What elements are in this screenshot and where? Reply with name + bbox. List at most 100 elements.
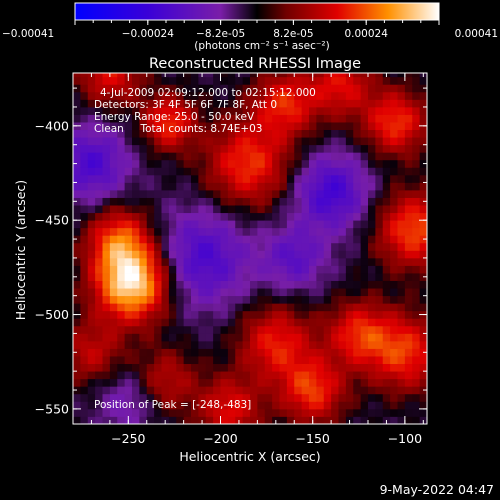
heatmap-cell (124, 303, 133, 312)
heatmap-cell (213, 310, 221, 319)
heatmap-cell (286, 167, 295, 176)
heatmap-cell (132, 408, 140, 417)
heatmap-cell (146, 250, 155, 259)
heatmap-cell (331, 182, 339, 191)
heatmap-cell (316, 212, 325, 221)
heatmap-cell (87, 129, 96, 138)
heatmap-cell (117, 378, 126, 387)
heatmap-cell (360, 325, 369, 334)
heatmap-cell (397, 99, 406, 108)
heatmap-cell (286, 333, 295, 342)
heatmap-cell (161, 356, 170, 365)
heatmap-cell (404, 318, 413, 327)
heatmap-cell (301, 340, 310, 349)
heatmap-cell (191, 333, 199, 342)
heatmap-cell (360, 393, 369, 402)
heatmap-cell (250, 371, 258, 380)
heatmap-cell (390, 250, 398, 259)
heatmap-cell (154, 303, 162, 312)
heatmap-cell (390, 167, 398, 176)
heatmap-cell (375, 205, 384, 214)
heatmap-cell (161, 174, 170, 183)
heatmap-cell (205, 235, 214, 244)
heatmap-cell (382, 280, 391, 289)
heatmap-cell (213, 159, 221, 168)
heatmap-cell (331, 310, 339, 319)
heatmap-cell (176, 288, 185, 297)
heatmap-cell (316, 159, 325, 168)
heatmap-cell (309, 318, 317, 327)
heatmap-cell (345, 371, 354, 380)
heatmap-cell (397, 122, 406, 131)
heatmap-cell (132, 114, 140, 123)
heatmap-cell (390, 73, 398, 78)
heatmap-cell (257, 242, 266, 251)
heatmap-cell (161, 378, 170, 387)
heatmap-cell (331, 348, 339, 357)
heatmap-cell (87, 325, 96, 334)
heatmap-cell (176, 265, 185, 274)
heatmap-cell (109, 212, 118, 221)
heatmap-cell (309, 159, 317, 168)
heatmap-cell (161, 250, 170, 259)
heatmap-cell (191, 386, 199, 395)
heatmap-cell (73, 288, 81, 297)
heatmap-cell (161, 333, 170, 342)
heatmap-cell (250, 265, 258, 274)
heatmap-cell (397, 408, 406, 417)
heatmap-cells (73, 73, 427, 424)
heatmap-cell (87, 288, 96, 297)
heatmap-cell (80, 122, 89, 131)
heatmap-cell (235, 91, 244, 100)
heatmap-cell (109, 356, 118, 365)
heatmap-cell (213, 152, 221, 161)
heatmap-cell (109, 227, 118, 236)
heatmap-cell (132, 212, 140, 221)
heatmap-cell (294, 137, 303, 146)
heatmap-cell (360, 212, 369, 221)
heatmap-cell (331, 190, 339, 198)
heatmap-cell (146, 273, 155, 281)
heatmap-cell (132, 273, 140, 281)
heatmap-cell (168, 212, 177, 221)
heatmap-cell (257, 76, 266, 85)
heatmap-cell (412, 250, 421, 259)
heatmap-cell (198, 408, 207, 417)
heatmap-cell (279, 167, 288, 176)
heatmap-cell (73, 242, 81, 251)
heatmap-cell (183, 356, 192, 365)
heatmap-cell (412, 152, 421, 161)
heatmap-cell (191, 182, 199, 191)
heatmap-cell (220, 303, 229, 312)
heatmap-cell (353, 340, 362, 349)
heatmap-cell (382, 129, 391, 138)
heatmap-cell (242, 340, 251, 349)
heatmap-cell (257, 235, 266, 244)
heatmap-cell (279, 73, 288, 78)
heatmap-cell (124, 371, 133, 380)
heatmap-cell (368, 73, 376, 78)
heatmap-cell (279, 257, 288, 266)
heatmap-cell (412, 265, 421, 274)
heatmap-cell (95, 386, 103, 395)
heatmap-cell (220, 257, 229, 266)
heatmap-cell (323, 408, 332, 417)
heatmap-cell (235, 227, 244, 236)
heatmap-cell (375, 76, 384, 85)
heatmap-cell (176, 190, 185, 198)
heatmap-cell (301, 303, 310, 312)
heatmap-cell (95, 159, 103, 168)
heatmap-cell (301, 137, 310, 146)
heatmap-cell (382, 227, 391, 236)
heatmap-cell (117, 348, 126, 357)
heatmap-cell (183, 190, 192, 198)
heatmap-cell (102, 167, 111, 176)
heatmap-cell (183, 174, 192, 183)
heatmap-cell (80, 205, 89, 214)
heatmap-cell (338, 235, 347, 244)
heatmap-cell (242, 363, 251, 372)
heatmap-cell (132, 76, 140, 85)
heatmap-cell (176, 325, 185, 334)
heatmap-cell (286, 378, 295, 387)
heatmap-cell (353, 227, 362, 236)
